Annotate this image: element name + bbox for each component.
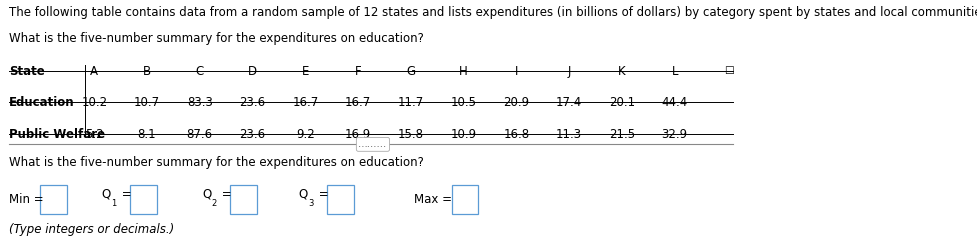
Text: 44.4: 44.4 [660,96,687,109]
Text: 16.9: 16.9 [345,128,371,141]
Bar [130,185,156,214]
Text: What is the five-number summary for the expenditures on education?: What is the five-number summary for the … [9,32,423,45]
Text: 2: 2 [211,199,217,208]
Text: G: G [405,65,415,78]
Text: L: L [670,65,677,78]
Text: 9.2: 9.2 [296,128,315,141]
Text: 3: 3 [308,199,314,208]
Text: 5.2: 5.2 [85,128,104,141]
Text: Public Welfare: Public Welfare [9,128,105,141]
Text: 87.6: 87.6 [187,128,213,141]
Text: 8.1: 8.1 [138,128,156,141]
Text: 32.9: 32.9 [660,128,687,141]
Text: C: C [195,65,204,78]
Text: 17.4: 17.4 [555,96,581,109]
Text: Q: Q [202,188,211,201]
Text: 21.5: 21.5 [609,128,634,141]
Text: State: State [9,65,45,78]
Bar [326,185,354,214]
Bar [451,185,478,214]
Text: 16.7: 16.7 [292,96,319,109]
Text: Education: Education [9,96,74,109]
Text: 20.1: 20.1 [609,96,634,109]
Text: F: F [355,65,361,78]
Text: ………: ……… [358,139,387,149]
Text: Min =: Min = [9,193,43,206]
Text: 10.5: 10.5 [450,96,476,109]
Text: 10.2: 10.2 [81,96,107,109]
Text: E: E [301,65,309,78]
Text: 23.6: 23.6 [239,128,266,141]
Text: =: = [218,188,232,201]
Text: =: = [118,188,132,201]
Text: Q: Q [298,188,308,201]
Text: K: K [617,65,625,78]
Text: (Type integers or decimals.): (Type integers or decimals.) [9,223,174,236]
Text: □: □ [723,65,733,75]
Text: 20.9: 20.9 [503,96,529,109]
Text: =: = [315,188,328,201]
Text: 11.7: 11.7 [398,96,423,109]
Text: J: J [567,65,571,78]
Text: What is the five-number summary for the expenditures on education?: What is the five-number summary for the … [9,156,423,169]
Text: Q: Q [102,188,110,201]
Text: A: A [90,65,98,78]
Text: 10.9: 10.9 [450,128,476,141]
Text: 83.3: 83.3 [187,96,213,109]
Text: 10.7: 10.7 [134,96,160,109]
Text: H: H [459,65,467,78]
Text: D: D [248,65,257,78]
Text: 11.3: 11.3 [556,128,581,141]
Text: 16.8: 16.8 [503,128,529,141]
Bar [230,185,257,214]
Text: 1: 1 [111,199,116,208]
Bar [40,185,66,214]
Text: 23.6: 23.6 [239,96,266,109]
Text: I: I [514,65,518,78]
Text: B: B [143,65,150,78]
Text: The following table contains data from a random sample of 12 states and lists ex: The following table contains data from a… [9,6,977,19]
Text: Max =: Max = [413,193,451,206]
Text: 15.8: 15.8 [398,128,423,141]
Text: 16.7: 16.7 [345,96,371,109]
